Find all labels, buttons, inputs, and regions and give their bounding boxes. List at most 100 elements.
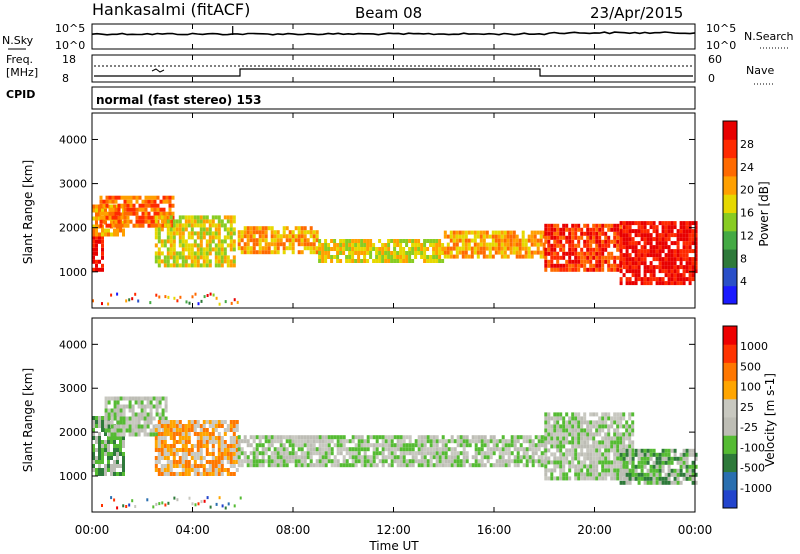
data-cell [462, 443, 466, 448]
data-cell [510, 435, 514, 440]
data-cell [312, 439, 316, 444]
data-cell [369, 459, 373, 464]
data-cell [504, 439, 508, 444]
data-cell [187, 432, 191, 436]
data-cell [324, 255, 328, 259]
data-cell [622, 480, 626, 485]
data-cell [330, 459, 334, 464]
data-cell [237, 435, 241, 440]
data-cell [580, 416, 584, 421]
data-cell [595, 464, 599, 469]
data-cell [348, 247, 352, 251]
data-cell [562, 243, 566, 248]
data-cell [423, 451, 427, 456]
ytick-label: 3000 [59, 178, 87, 191]
data-cell [550, 263, 554, 268]
ytick-label: 1000 [59, 470, 87, 483]
data-cell [664, 229, 668, 234]
colorbar-segment [723, 285, 737, 305]
data-cell [673, 225, 677, 230]
data-cell [441, 459, 445, 464]
data-cell [252, 230, 256, 235]
data-cell [646, 269, 650, 274]
data-cell [574, 416, 578, 421]
data-cell [604, 436, 608, 441]
data-cell [537, 447, 541, 452]
data-cell [544, 456, 548, 461]
data-cell [426, 463, 430, 468]
data-cell [426, 255, 430, 259]
data-cell [153, 203, 157, 208]
data-cell [110, 440, 113, 444]
data-cell [171, 211, 175, 216]
data-cell [240, 234, 244, 239]
data-cell [252, 439, 256, 444]
data-cell [178, 464, 182, 468]
data-cell [229, 428, 233, 432]
data-cell [637, 480, 641, 485]
data-cell [161, 396, 165, 401]
data-cell [285, 439, 289, 444]
data-cell [537, 435, 541, 440]
data-cell [159, 223, 163, 228]
data-cell [592, 440, 596, 445]
data-cell [187, 440, 191, 444]
data-cell [631, 269, 635, 274]
data-cell [114, 219, 118, 224]
data-cell [565, 472, 569, 477]
data-cell [556, 227, 560, 232]
data-cell [149, 432, 153, 437]
data-cell [655, 233, 659, 238]
data-cell [492, 443, 496, 448]
data-cell [553, 255, 557, 260]
data-cell [550, 424, 554, 429]
data-cell [625, 265, 629, 270]
data-cell [104, 412, 108, 417]
data-cell [479, 250, 483, 255]
data-cell [622, 225, 626, 230]
data-cell [531, 455, 535, 460]
data-cell [184, 219, 188, 224]
data-cell [664, 472, 668, 477]
data-cell [181, 452, 185, 456]
data-cell [661, 448, 665, 453]
data-cell [565, 436, 569, 441]
data-cell [240, 463, 244, 468]
data-cell [682, 225, 686, 230]
data-cell [559, 416, 563, 421]
data-cell [619, 277, 623, 282]
data-cell [249, 238, 253, 243]
data-cell [682, 257, 686, 262]
data-cell [372, 243, 376, 247]
data-cell [477, 447, 481, 452]
data-cell [252, 459, 256, 464]
data-cell [249, 443, 253, 448]
data-cell [589, 420, 593, 425]
data-cell [158, 502, 161, 506]
data-cell [206, 294, 209, 297]
data-cell [197, 502, 200, 506]
data-cell [631, 245, 635, 250]
data-cell [676, 233, 680, 238]
data-cell [667, 277, 671, 282]
data-cell [634, 261, 638, 266]
data-cell [649, 249, 653, 254]
data-cell [616, 432, 620, 437]
data-cell [438, 455, 442, 460]
data-cell [300, 439, 304, 444]
data-cell [565, 420, 569, 425]
data-cell [613, 239, 617, 244]
data-cell [568, 267, 572, 272]
data-cell [405, 459, 409, 464]
data-cell [128, 404, 132, 409]
data-cell [631, 261, 635, 266]
data-cell [282, 234, 286, 239]
data-cell [232, 440, 236, 444]
data-cell [559, 432, 563, 437]
data-cell [175, 251, 179, 256]
data-cell [637, 249, 641, 254]
data-cell [202, 219, 206, 224]
data-cell [114, 207, 118, 212]
data-cell [236, 300, 239, 304]
data-cell [580, 452, 584, 457]
